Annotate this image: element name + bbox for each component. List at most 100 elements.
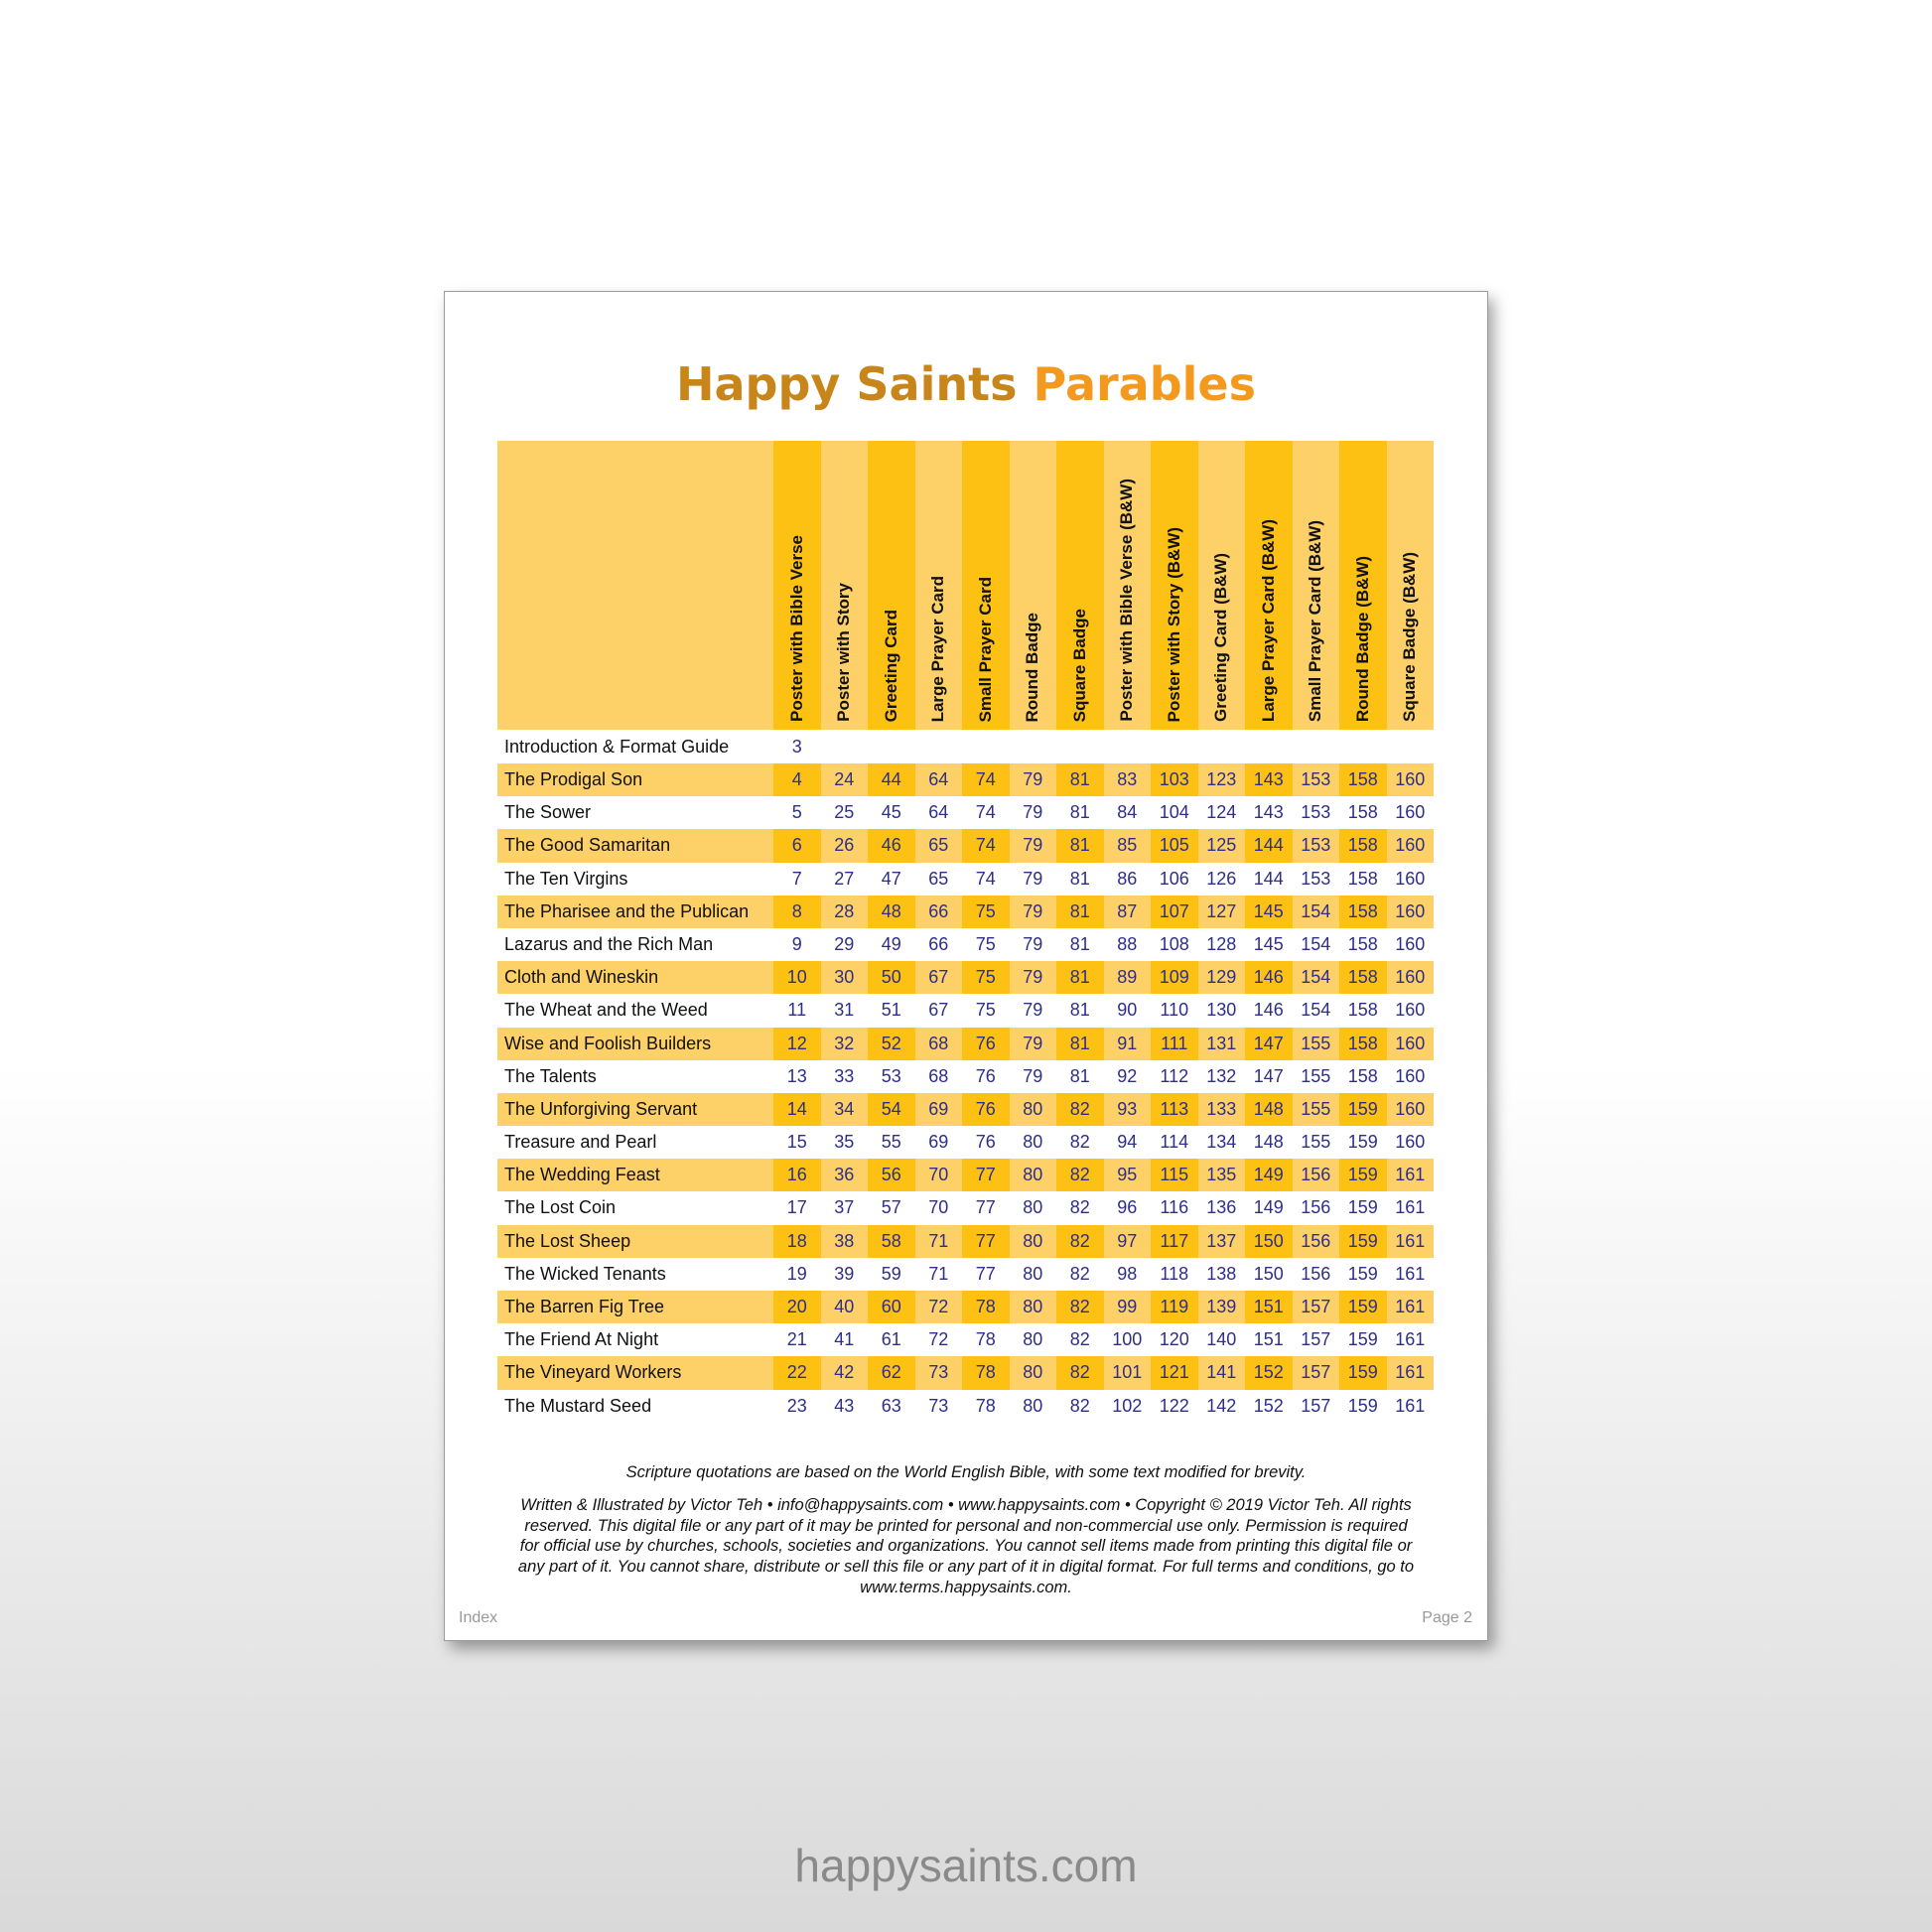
page-cell: 160 <box>1395 802 1426 823</box>
page-cell: 79 <box>1009 1027 1056 1060</box>
page-cell: 80 <box>1009 1356 1056 1390</box>
page-cell: 74 <box>975 802 996 823</box>
page-cell: 157 <box>1301 1395 1331 1416</box>
page-cell: 149 <box>1253 1197 1284 1218</box>
page-cell: 81 <box>1056 961 1104 995</box>
page-cell: 77 <box>962 1224 1010 1258</box>
page-cell: 158 <box>1339 895 1387 928</box>
page-cell: 112 <box>1160 1065 1189 1086</box>
page-cell: 150 <box>1245 1224 1293 1258</box>
table-row: The Pharisee and the Publican 8 28 48 66 75 79… <box>497 895 1434 928</box>
page-cell: 82 <box>1069 1132 1090 1153</box>
page-cell: 161 <box>1395 1197 1426 1218</box>
page-cell: 153 <box>1292 763 1339 797</box>
page-cell: 35 <box>834 1132 855 1153</box>
page-cell: 143 <box>1245 763 1293 797</box>
page-cell: 80 <box>1009 1291 1056 1324</box>
column-header: Square Badge (B&W) <box>1386 441 1434 730</box>
table-row: The Talents 13 33 53 68 76 79 81 92 112 132 147 155 1… <box>497 1060 1434 1093</box>
page-cell: 79 <box>1009 895 1056 928</box>
row-name: The Lost Sheep <box>497 1224 773 1258</box>
page-cell: 43 <box>834 1395 855 1416</box>
page-cell: 128 <box>1206 933 1237 954</box>
page-cell: 161 <box>1386 1224 1434 1258</box>
page-cell: 101 <box>1103 1356 1151 1390</box>
page-cell: 20 <box>773 1291 821 1324</box>
page-cell: 80 <box>1023 1263 1043 1284</box>
page-cell: 137 <box>1197 1224 1245 1258</box>
page-cell: 30 <box>820 961 868 995</box>
page-cell: 81 <box>1056 763 1104 797</box>
page-cell: 147 <box>1245 1027 1293 1060</box>
page-cell: 144 <box>1245 829 1293 863</box>
page-cell: 154 <box>1292 961 1339 995</box>
page-cell: 82 <box>1056 1092 1104 1127</box>
page-cell: 154 <box>1301 1000 1331 1021</box>
page-cell: 93 <box>1103 1092 1151 1127</box>
table-row: The Lost Coin 17 37 57 70 77 80 82 96 116 136 149 15… <box>497 1191 1434 1224</box>
page-cell: 4 <box>773 763 821 797</box>
page-cell: 158 <box>1347 868 1378 889</box>
column-header-label: Square Badge <box>1069 608 1089 722</box>
page-cell: 160 <box>1386 763 1434 797</box>
page-cell: 153 <box>1301 868 1331 889</box>
page-cell: 161 <box>1386 1356 1434 1390</box>
page-cell: 159 <box>1347 1395 1378 1416</box>
page-cell: 158 <box>1347 1000 1378 1021</box>
page-cell: 160 <box>1395 933 1426 954</box>
page-cell: 154 <box>1292 895 1339 928</box>
page-cell: 65 <box>914 829 962 863</box>
table-row: The Lost Sheep 18 38 58 71 77 80 82 97 117 137 150 1… <box>497 1224 1434 1258</box>
page-cell: 46 <box>868 829 915 863</box>
page-cell: 66 <box>914 895 962 928</box>
page-cell: 81 <box>1069 1065 1090 1086</box>
page-cell: 63 <box>881 1395 901 1416</box>
column-header-label: Square Badge (B&W) <box>1400 552 1420 722</box>
row-name: Lazarus and the Rich Man <box>504 933 714 954</box>
table-row-intro: Introduction & Format Guide 3 <box>497 730 1434 763</box>
page-cell: 79 <box>1023 868 1043 889</box>
row-name: The Good Samaritan <box>497 829 773 863</box>
page-cell: 107 <box>1151 895 1198 928</box>
page-cell: 136 <box>1206 1197 1237 1218</box>
column-header-label: Poster with Bible Verse (B&W) <box>1117 479 1137 722</box>
page-cell: 18 <box>773 1224 821 1258</box>
page-cell: 44 <box>868 763 915 797</box>
row-name: The Talents <box>504 1065 597 1086</box>
copyright-note: Written & Illustrated by Victor Teh • in… <box>517 1496 1415 1596</box>
row-name: The Wicked Tenants <box>504 1263 666 1284</box>
row-name: The Prodigal Son <box>497 763 773 797</box>
page-cell: 118 <box>1160 1263 1189 1284</box>
page-cell: 53 <box>881 1065 901 1086</box>
page-cell: 152 <box>1245 1356 1293 1390</box>
page-cell: 148 <box>1253 1132 1284 1153</box>
page-cell: 27 <box>834 868 855 889</box>
page-cell: 127 <box>1197 895 1245 928</box>
page-cell: 94 <box>1117 1132 1138 1153</box>
page-cell: 68 <box>914 1027 962 1060</box>
page-cell: 87 <box>1103 895 1151 928</box>
page-cell: 13 <box>786 1065 807 1086</box>
page-cell: 117 <box>1151 1224 1198 1258</box>
page-cell: 156 <box>1292 1224 1339 1258</box>
page-cell: 81 <box>1069 933 1090 954</box>
scripture-note: Scripture quotations are based on the Wo… <box>625 1463 1307 1481</box>
page-cell: 51 <box>881 1000 901 1021</box>
page-cell: 41 <box>834 1329 855 1350</box>
page-cell: 73 <box>928 1395 949 1416</box>
page-cell: 139 <box>1197 1291 1245 1324</box>
page-cell: 142 <box>1206 1395 1237 1416</box>
page-cell: 82 <box>1069 1395 1090 1416</box>
page-cell: 36 <box>820 1159 868 1192</box>
page-cell: 64 <box>928 802 949 823</box>
page-cell: 15 <box>786 1132 807 1153</box>
page-cell: 160 <box>1386 1092 1434 1127</box>
page-cell: 25 <box>834 802 855 823</box>
page-cell: 160 <box>1395 1132 1426 1153</box>
table-row: Cloth and Wineskin 10 30 50 67 75 79 81 89 109 129… <box>497 961 1434 995</box>
page-cell: 73 <box>914 1356 962 1390</box>
page-cell: 159 <box>1347 1197 1378 1218</box>
page-cell: 12 <box>773 1027 821 1060</box>
page-cell: 159 <box>1347 1263 1378 1284</box>
page-cell: 159 <box>1347 1132 1378 1153</box>
